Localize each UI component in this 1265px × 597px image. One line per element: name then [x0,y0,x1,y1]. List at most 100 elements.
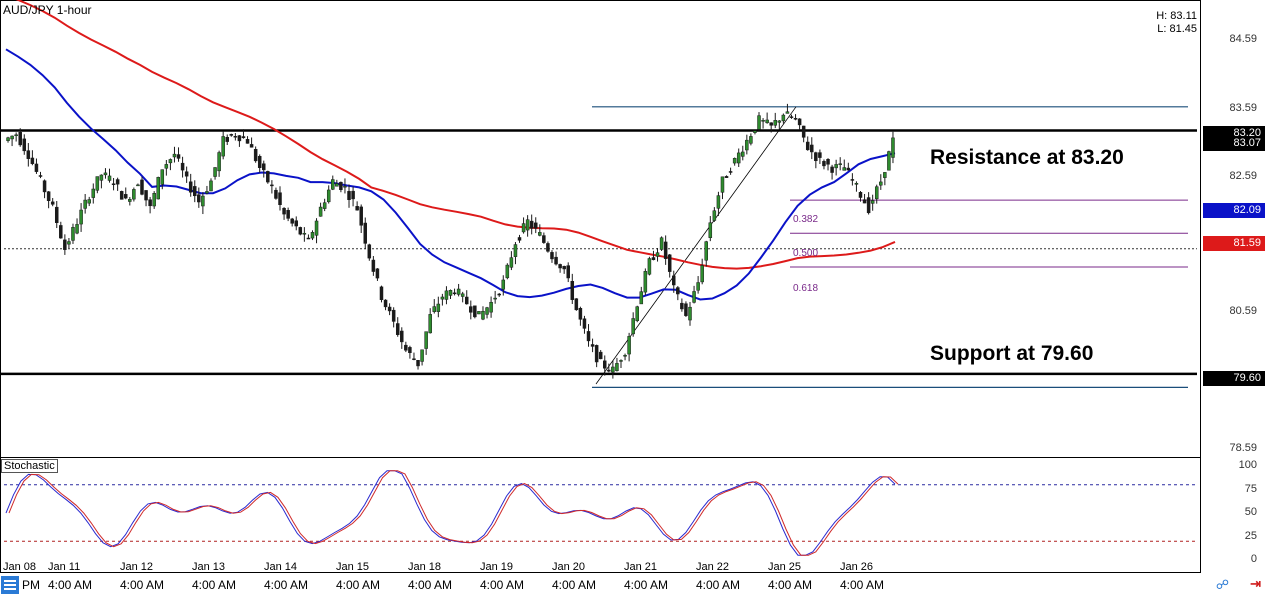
candle [456,283,461,297]
candle [355,201,359,211]
candle-body [879,181,883,186]
date-label: Jan 26 [840,561,874,573]
candle-body [716,195,721,209]
candle [562,265,566,274]
chart-title: AUD/JPY 1-hour [3,3,92,17]
candle-body [371,259,376,272]
candle-body [801,125,806,138]
time-label: 4:00 AM [120,578,165,592]
candle-body [6,137,10,141]
candle-body [509,257,514,268]
candle-body [262,163,266,171]
fib-label-382: 0.382 [793,214,819,225]
candle-body [858,192,863,198]
candle [290,217,294,227]
candle [225,134,229,145]
candle-body [136,184,140,187]
candle [850,173,855,186]
candle-body [578,307,583,320]
candle [862,193,867,204]
candle-body [631,318,635,335]
candle-body [408,347,412,354]
menu-icon[interactable] [1,576,19,594]
candle-body [172,153,177,158]
candle-body [205,191,209,194]
candle-body [704,241,708,261]
candle [193,180,197,203]
candle [124,187,128,200]
goto-end-arrow-icon[interactable]: ⇥ [1250,576,1261,591]
candle-body [286,210,290,219]
candle [460,291,465,303]
candle-body [680,302,684,310]
candle [874,184,879,204]
candle [54,201,59,229]
candle-body [627,336,631,355]
candle-body [505,264,510,279]
candle [326,185,331,204]
candle-body [412,358,416,360]
candle-body [805,141,810,151]
time-label: 4:00 AM [624,578,669,592]
candle-body [282,207,286,215]
stoch-tick: 25 [1244,530,1257,542]
candle [554,251,558,266]
candle [846,162,851,171]
candle-body [124,194,128,199]
candle-body [765,119,769,124]
candle-body [574,298,579,311]
date-label: Jan 11 [48,561,81,573]
candle-body [521,223,526,233]
candle-body [452,292,457,295]
candle [266,170,270,184]
candle-body [883,172,887,178]
candle-body [387,306,392,312]
candle [22,134,27,155]
stoch-tick: 75 [1244,483,1257,495]
candle [233,132,238,141]
candle-body [294,220,298,227]
candle-body [144,190,148,201]
candle [826,158,830,171]
candle-body [233,136,238,138]
candle-body [99,174,104,181]
candle [793,114,798,121]
candle [359,204,363,234]
candle-body [245,139,250,144]
candle-body [404,344,408,351]
candle-body [156,177,160,200]
candle-body [720,176,725,193]
candle-body [619,360,623,362]
candle-body [83,199,87,209]
candle [164,160,169,176]
candle-body [355,206,359,211]
candle-body [542,235,546,243]
candle [424,331,428,355]
candle-body [379,286,384,300]
candle-body [266,171,270,183]
price-tick: 83.59 [1229,102,1257,114]
candle-body [781,114,786,122]
candle-body [14,134,18,136]
candle [156,176,160,200]
candle [538,224,542,237]
candle [107,168,112,183]
candle-body [38,175,43,177]
candle-body [623,354,627,357]
candle-body [119,191,124,200]
link-icon[interactable]: ☍ [1215,577,1229,592]
candle [400,327,404,349]
candle-body [785,111,790,114]
candle [716,191,721,216]
candle [570,273,575,305]
candle-body [732,158,737,164]
candle-body [351,190,355,200]
candle [513,242,518,265]
candle [67,237,71,249]
candle [517,234,522,243]
candle [379,285,384,303]
candle-body [193,186,197,197]
candle [213,167,217,180]
candle-body [257,156,262,168]
candle [257,154,262,173]
